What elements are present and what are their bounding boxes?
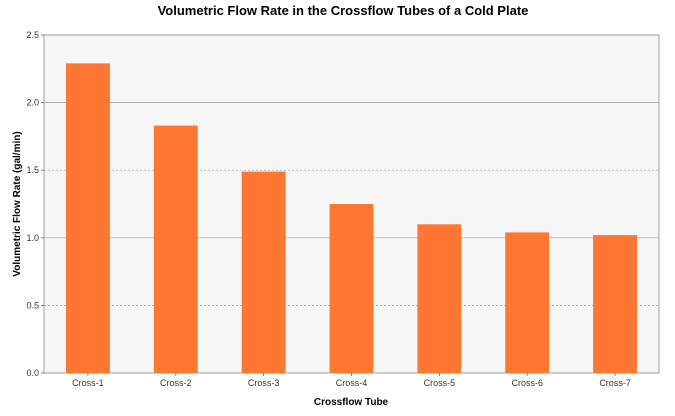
- y-tick-label: 1.5: [26, 165, 39, 175]
- bar-cross-7: [593, 235, 638, 373]
- x-axis-label: Crossflow Tube: [314, 397, 389, 408]
- y-tick-label: 0.5: [26, 300, 39, 310]
- bar-cross-2: [153, 125, 198, 373]
- bar-cross-5: [417, 224, 462, 373]
- x-axis-ticks: Cross-1 Cross-2 Cross-3 Cross-4 Cross-5 Cross…: [72, 373, 631, 388]
- y-tick-label: 2.5: [26, 30, 39, 40]
- y-axis-label: Volumetric Flow Rate (gal/min): [12, 131, 23, 276]
- chart-title: Volumetric Flow Rate in the Crossflow Tu…: [158, 3, 529, 18]
- bar-cross-1: [65, 63, 110, 373]
- bar-cross-4: [329, 204, 374, 373]
- x-tick-label: Cross-5: [424, 378, 456, 388]
- x-tick-label: Cross-7: [599, 378, 631, 388]
- bar-cross-3: [241, 171, 286, 373]
- x-tick-label: Cross-6: [511, 378, 543, 388]
- x-tick-label: Cross-4: [336, 378, 368, 388]
- y-tick-label: 1.0: [26, 233, 39, 243]
- y-tick-label: 2.0: [26, 98, 39, 108]
- x-tick-label: Cross-3: [248, 378, 280, 388]
- x-tick-label: Cross-1: [72, 378, 104, 388]
- bar-cross-6: [505, 232, 550, 373]
- x-tick-label: Cross-2: [160, 378, 192, 388]
- bars: [65, 63, 638, 373]
- y-axis-ticks: 0.0 0.5 1.0 1.5 2.0 2.5: [26, 30, 44, 378]
- y-tick-label: 0.0: [26, 368, 39, 378]
